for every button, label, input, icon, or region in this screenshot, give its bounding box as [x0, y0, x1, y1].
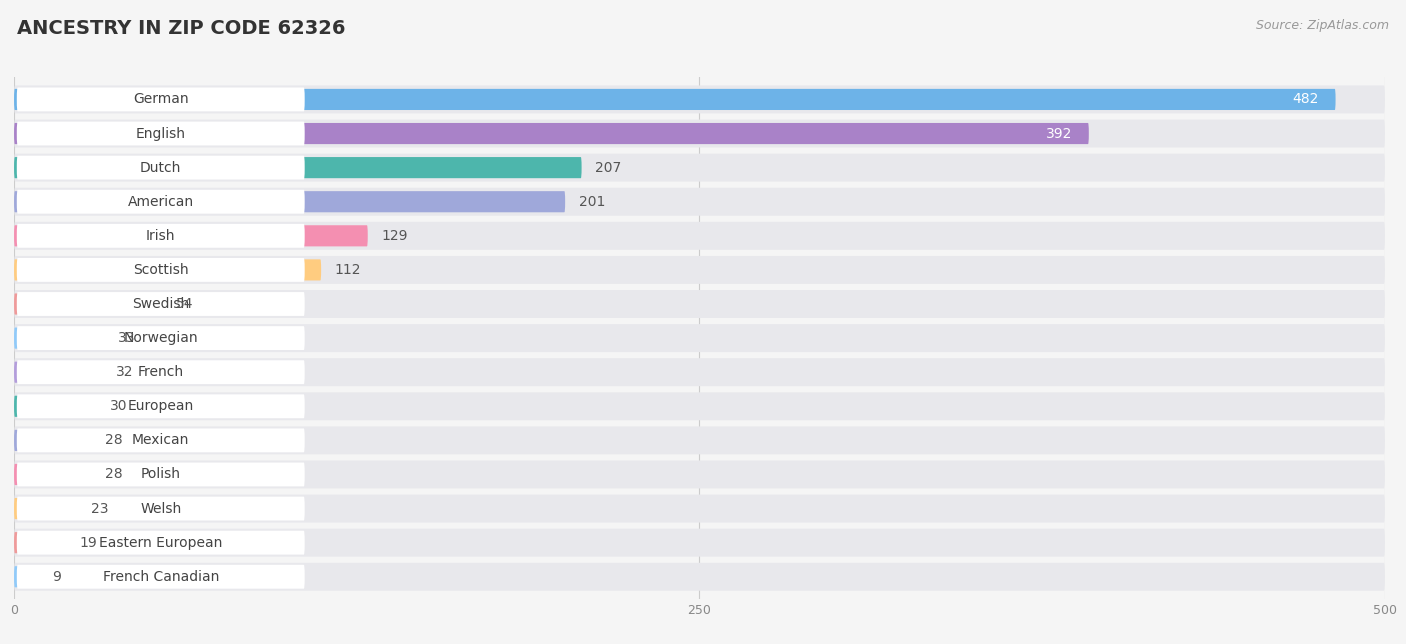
Text: German: German: [134, 93, 188, 106]
FancyBboxPatch shape: [17, 565, 305, 589]
Text: 28: 28: [104, 433, 122, 448]
FancyBboxPatch shape: [17, 360, 305, 384]
FancyBboxPatch shape: [17, 326, 305, 350]
Text: Welsh: Welsh: [141, 502, 181, 516]
FancyBboxPatch shape: [17, 292, 305, 316]
FancyBboxPatch shape: [14, 89, 1336, 110]
FancyBboxPatch shape: [17, 428, 305, 452]
Text: French: French: [138, 365, 184, 379]
FancyBboxPatch shape: [14, 86, 1385, 113]
FancyBboxPatch shape: [14, 154, 1385, 182]
FancyBboxPatch shape: [17, 156, 305, 180]
FancyBboxPatch shape: [14, 395, 96, 417]
Text: 9: 9: [52, 570, 62, 583]
FancyBboxPatch shape: [14, 392, 1385, 421]
Text: 201: 201: [579, 194, 605, 209]
Text: Scottish: Scottish: [134, 263, 188, 277]
Text: Norwegian: Norwegian: [124, 331, 198, 345]
Text: American: American: [128, 194, 194, 209]
Text: Source: ZipAtlas.com: Source: ZipAtlas.com: [1256, 19, 1389, 32]
FancyBboxPatch shape: [14, 294, 162, 314]
FancyBboxPatch shape: [17, 497, 305, 520]
FancyBboxPatch shape: [14, 290, 1385, 318]
FancyBboxPatch shape: [17, 224, 305, 248]
Text: Polish: Polish: [141, 468, 181, 482]
Text: French Canadian: French Canadian: [103, 570, 219, 583]
FancyBboxPatch shape: [14, 256, 1385, 284]
FancyBboxPatch shape: [14, 566, 39, 587]
FancyBboxPatch shape: [14, 498, 77, 519]
Text: 33: 33: [118, 331, 136, 345]
FancyBboxPatch shape: [14, 157, 582, 178]
Text: 28: 28: [104, 468, 122, 482]
Text: 112: 112: [335, 263, 361, 277]
Text: Mexican: Mexican: [132, 433, 190, 448]
FancyBboxPatch shape: [14, 532, 66, 553]
FancyBboxPatch shape: [14, 328, 104, 348]
FancyBboxPatch shape: [14, 426, 1385, 455]
FancyBboxPatch shape: [17, 394, 305, 418]
FancyBboxPatch shape: [17, 462, 305, 486]
FancyBboxPatch shape: [14, 495, 1385, 522]
Text: 23: 23: [91, 502, 108, 516]
Text: Dutch: Dutch: [141, 160, 181, 175]
FancyBboxPatch shape: [14, 123, 1088, 144]
Text: English: English: [136, 126, 186, 140]
FancyBboxPatch shape: [14, 460, 1385, 488]
Text: ANCESTRY IN ZIP CODE 62326: ANCESTRY IN ZIP CODE 62326: [17, 19, 346, 39]
Text: 19: 19: [80, 536, 97, 550]
Text: Irish: Irish: [146, 229, 176, 243]
Text: 32: 32: [115, 365, 134, 379]
FancyBboxPatch shape: [17, 258, 305, 282]
FancyBboxPatch shape: [14, 120, 1385, 147]
Text: 54: 54: [176, 297, 193, 311]
FancyBboxPatch shape: [14, 464, 91, 485]
FancyBboxPatch shape: [14, 358, 1385, 386]
FancyBboxPatch shape: [14, 191, 565, 213]
FancyBboxPatch shape: [17, 531, 305, 554]
FancyBboxPatch shape: [17, 190, 305, 214]
Text: 30: 30: [110, 399, 128, 413]
FancyBboxPatch shape: [14, 563, 1385, 591]
Text: European: European: [128, 399, 194, 413]
Text: 392: 392: [1046, 126, 1073, 140]
Text: Swedish: Swedish: [132, 297, 190, 311]
FancyBboxPatch shape: [14, 188, 1385, 216]
FancyBboxPatch shape: [14, 225, 368, 247]
FancyBboxPatch shape: [14, 529, 1385, 556]
Text: 207: 207: [595, 160, 621, 175]
FancyBboxPatch shape: [14, 222, 1385, 250]
FancyBboxPatch shape: [17, 88, 305, 111]
FancyBboxPatch shape: [14, 260, 321, 281]
Text: Eastern European: Eastern European: [98, 536, 222, 550]
FancyBboxPatch shape: [14, 324, 1385, 352]
FancyBboxPatch shape: [17, 122, 305, 146]
Text: 482: 482: [1292, 93, 1319, 106]
FancyBboxPatch shape: [14, 430, 91, 451]
FancyBboxPatch shape: [14, 362, 101, 383]
Text: 129: 129: [381, 229, 408, 243]
